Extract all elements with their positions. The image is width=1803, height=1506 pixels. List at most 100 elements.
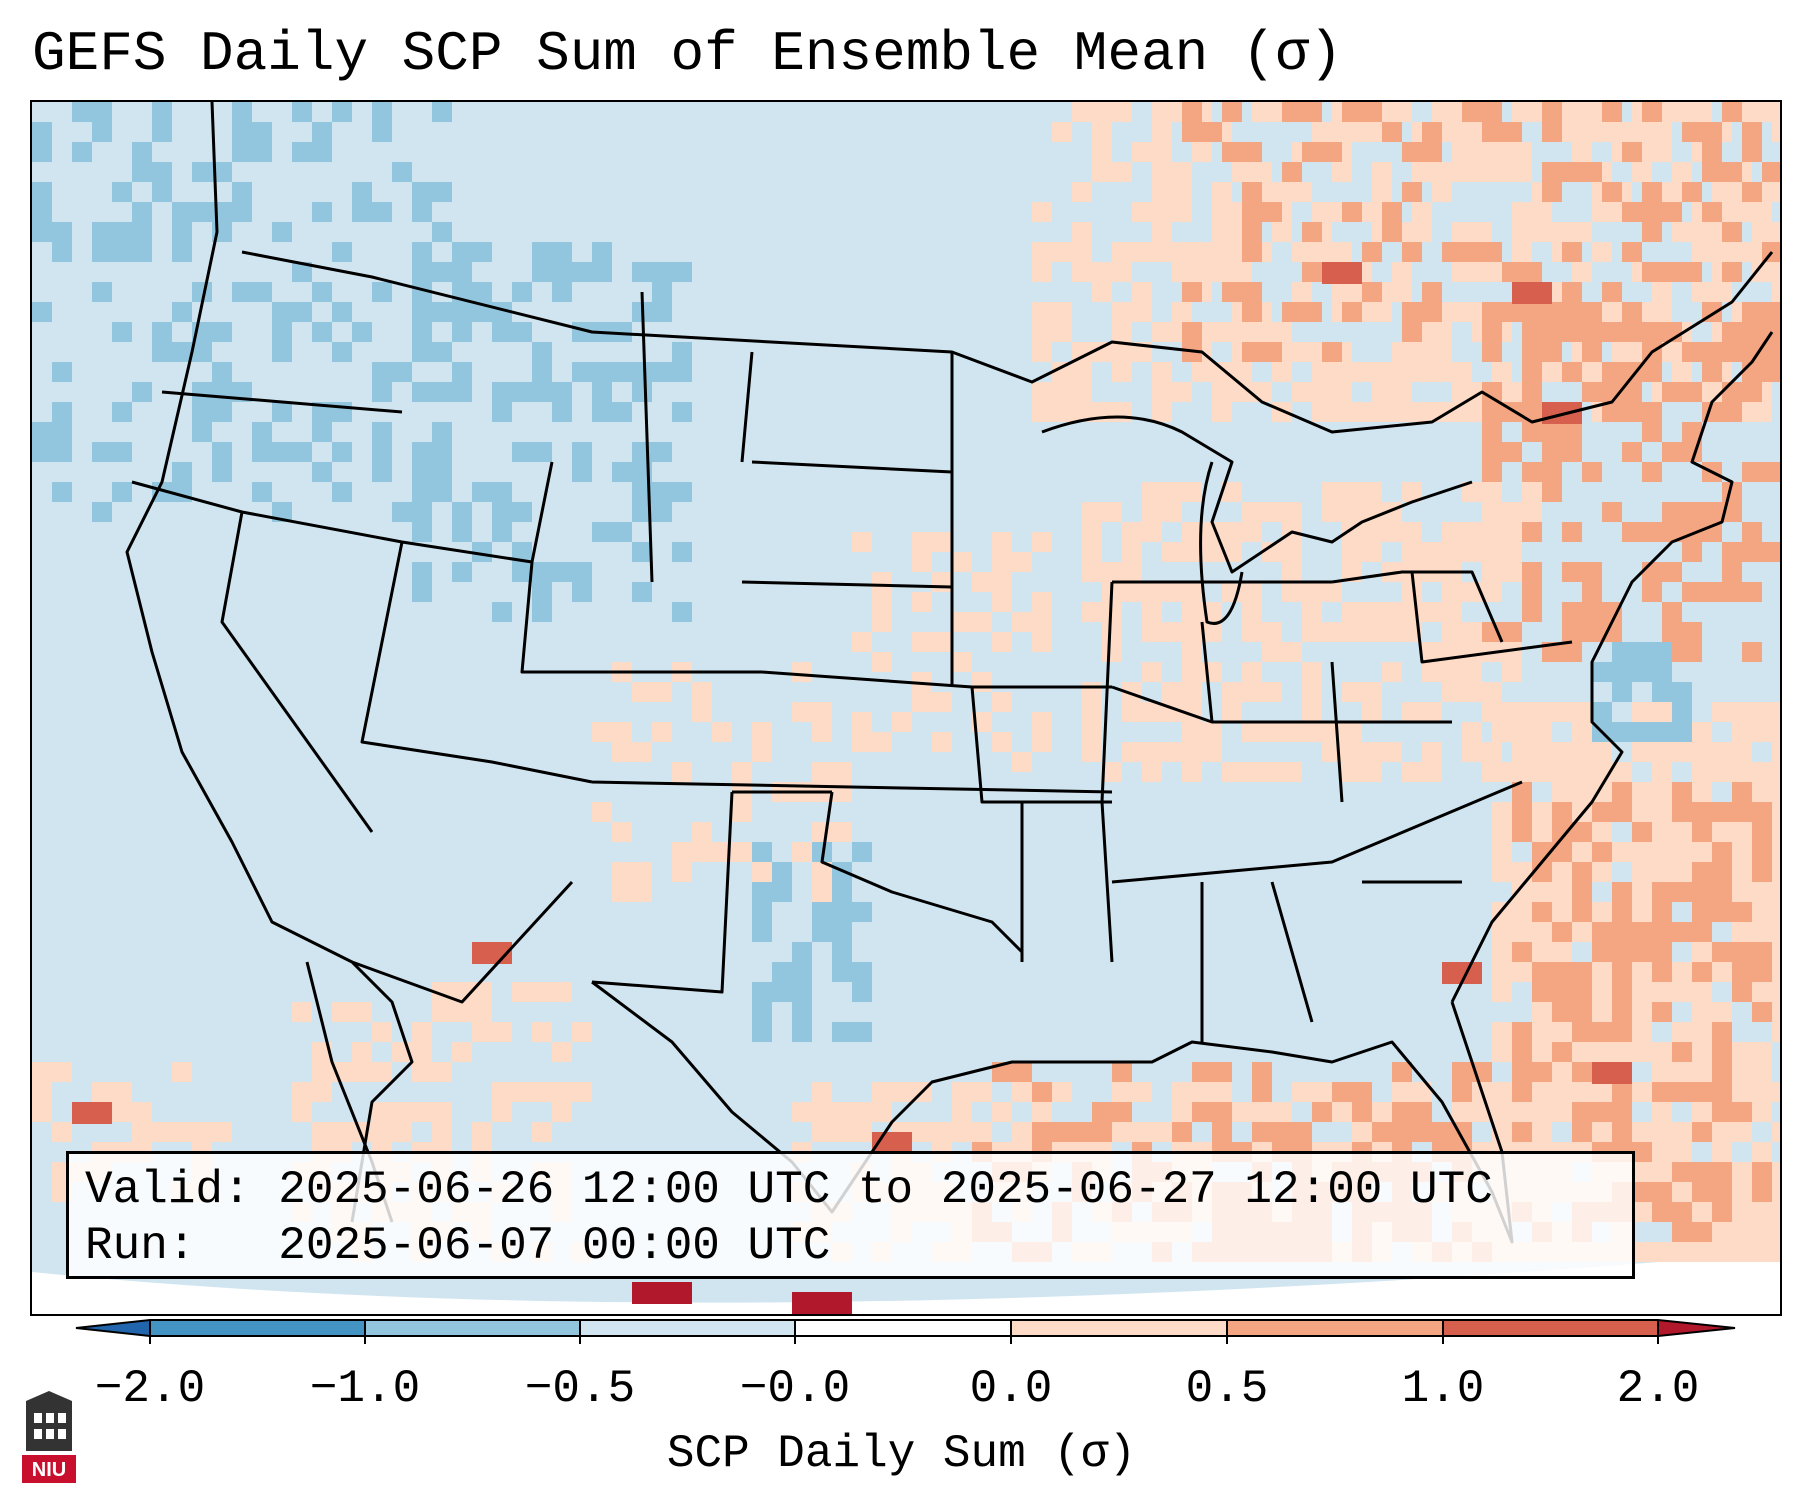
anomaly-cell bbox=[1382, 662, 1402, 682]
anomaly-cell bbox=[412, 442, 432, 462]
anomaly-cell bbox=[1082, 742, 1102, 762]
anomaly-cell bbox=[1602, 102, 1622, 122]
anomaly-cell bbox=[1392, 362, 1412, 382]
anomaly-cell bbox=[1732, 1182, 1752, 1202]
anomaly-cell bbox=[1752, 842, 1772, 862]
anomaly-cell bbox=[1452, 222, 1472, 242]
anomaly-cell bbox=[1552, 942, 1572, 962]
anomaly-cell bbox=[592, 402, 612, 422]
anomaly-cell bbox=[1292, 1082, 1312, 1102]
anomaly-cell bbox=[1282, 302, 1302, 322]
anomaly-cell bbox=[1512, 202, 1532, 222]
anomaly-cell bbox=[1382, 742, 1402, 762]
anomaly-cell bbox=[1662, 522, 1682, 542]
colorbar-tick-label: 0.0 bbox=[969, 1363, 1053, 1415]
anomaly-cell bbox=[872, 1082, 892, 1102]
anomaly-cell bbox=[352, 1062, 372, 1082]
anomaly-cell bbox=[1572, 1002, 1592, 1022]
anomaly-cell bbox=[1692, 942, 1712, 962]
anomaly-cell bbox=[852, 982, 872, 1002]
anomaly-cell bbox=[1052, 242, 1072, 262]
anomaly-spot bbox=[1592, 1062, 1632, 1084]
anomaly-cell bbox=[752, 922, 772, 942]
anomaly-cell bbox=[532, 982, 552, 1002]
anomaly-cell bbox=[452, 382, 472, 402]
anomaly-cell bbox=[1662, 442, 1682, 462]
anomaly-cell bbox=[952, 552, 972, 572]
anomaly-cell bbox=[1612, 1102, 1632, 1122]
anomaly-cell bbox=[1732, 1222, 1752, 1242]
anomaly-cell bbox=[312, 142, 332, 162]
anomaly-cell bbox=[1342, 762, 1362, 782]
anomaly-cell bbox=[332, 1002, 352, 1022]
anomaly-cell bbox=[1502, 562, 1522, 582]
anomaly-cell bbox=[1382, 602, 1402, 622]
anomaly-cell bbox=[132, 1122, 152, 1142]
anomaly-cell bbox=[1712, 1142, 1732, 1162]
anomaly-cell bbox=[792, 962, 812, 982]
anomaly-cell bbox=[32, 122, 52, 142]
anomaly-cell bbox=[1152, 1122, 1172, 1142]
anomaly-cell bbox=[1182, 122, 1202, 142]
anomaly-cell bbox=[412, 502, 432, 522]
anomaly-cell bbox=[1182, 742, 1202, 762]
anomaly-cell bbox=[332, 482, 352, 502]
anomaly-cell bbox=[692, 682, 712, 702]
anomaly-cell bbox=[1752, 1182, 1772, 1202]
anomaly-cell bbox=[972, 1082, 992, 1102]
anomaly-cell bbox=[312, 1082, 332, 1102]
anomaly-cell bbox=[252, 122, 272, 142]
anomaly-cell bbox=[1752, 802, 1772, 822]
anomaly-cell bbox=[1502, 442, 1522, 462]
anomaly-cell bbox=[1132, 1122, 1152, 1142]
anomaly-cell bbox=[1652, 982, 1672, 1002]
anomaly-cell bbox=[472, 542, 492, 562]
anomaly-cell bbox=[1522, 582, 1542, 602]
anomaly-cell bbox=[1612, 642, 1632, 662]
anomaly-cell bbox=[1742, 542, 1762, 562]
anomaly-cell bbox=[1052, 382, 1072, 402]
anomaly-cell bbox=[1772, 822, 1780, 842]
anomaly-cell bbox=[1592, 962, 1612, 982]
anomaly-cell bbox=[1222, 682, 1242, 702]
anomaly-cell bbox=[372, 1102, 392, 1122]
anomaly-cell bbox=[1452, 1082, 1472, 1102]
anomaly-cell bbox=[1772, 902, 1780, 922]
anomaly-cell bbox=[672, 762, 692, 782]
anomaly-cell bbox=[1332, 382, 1352, 402]
anomaly-cell bbox=[1752, 982, 1772, 1002]
anomaly-cell bbox=[1492, 982, 1512, 1002]
anomaly-cell bbox=[1562, 322, 1582, 342]
anomaly-cell bbox=[832, 1102, 852, 1122]
anomaly-cell bbox=[1592, 742, 1612, 762]
anomaly-cell bbox=[1592, 942, 1612, 962]
colorbar-tick-label: −0.5 bbox=[524, 1363, 636, 1415]
anomaly-cell bbox=[372, 102, 392, 122]
anomaly-cell bbox=[1112, 162, 1132, 182]
anomaly-cell bbox=[432, 342, 452, 362]
anomaly-cell bbox=[752, 742, 772, 762]
anomaly-cell bbox=[1262, 622, 1282, 642]
anomaly-cell bbox=[1612, 662, 1632, 682]
anomaly-cell bbox=[992, 732, 1012, 752]
anomaly-cell bbox=[852, 842, 872, 862]
anomaly-cell bbox=[332, 102, 352, 122]
anomaly-cell bbox=[1522, 402, 1542, 422]
anomaly-cell bbox=[1182, 582, 1202, 602]
anomaly-cell bbox=[1052, 1122, 1072, 1142]
anomaly-cell bbox=[1432, 162, 1452, 182]
anomaly-cell bbox=[672, 262, 692, 282]
anomaly-cell bbox=[552, 262, 572, 282]
anomaly-cell bbox=[1252, 322, 1272, 342]
anomaly-cell bbox=[1462, 102, 1482, 122]
anomaly-cell bbox=[1552, 702, 1572, 722]
anomaly-cell bbox=[992, 692, 1012, 712]
anomaly-cell bbox=[212, 162, 232, 182]
anomaly-cell bbox=[532, 1122, 552, 1142]
anomaly-cell bbox=[1202, 542, 1222, 562]
anomaly-cell bbox=[1652, 802, 1672, 822]
anomaly-cell bbox=[1032, 402, 1052, 422]
anomaly-cell bbox=[1512, 1102, 1532, 1122]
anomaly-cell bbox=[612, 742, 632, 762]
anomaly-cell bbox=[472, 1122, 492, 1142]
